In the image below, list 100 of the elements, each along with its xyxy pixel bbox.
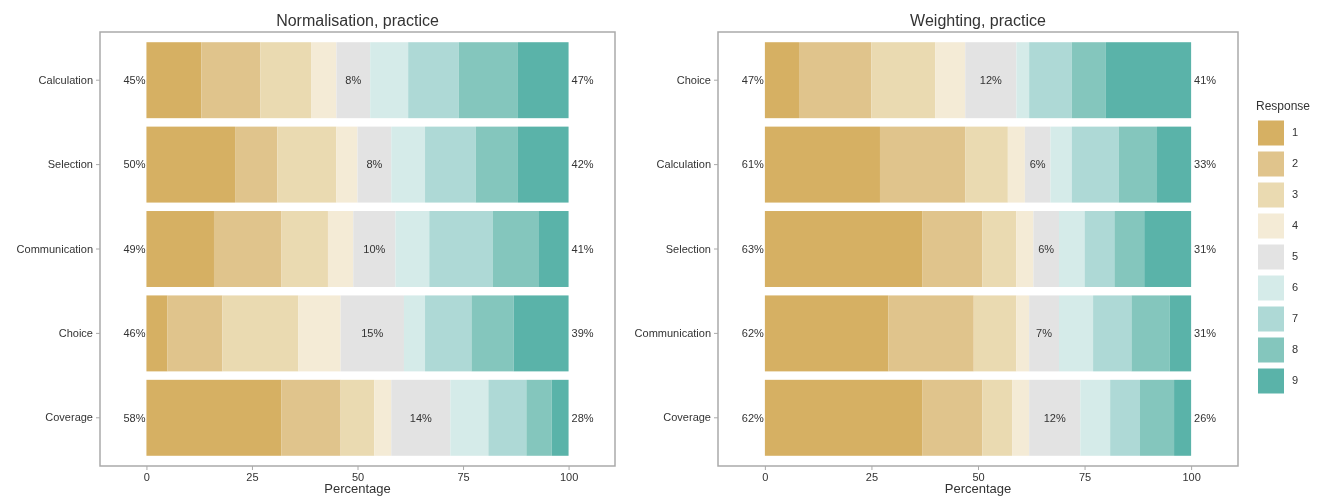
bar [1029,42,1072,119]
annotation: 49% [123,242,146,255]
bar [764,295,889,372]
bar [340,379,375,456]
bar [965,126,1008,203]
x-tick-label: 50 [972,470,985,483]
bar [391,379,451,456]
bar [1029,379,1081,456]
bar [475,126,518,203]
legend-label: 3 [1292,188,1299,201]
bar [764,42,799,119]
bar [1169,295,1192,372]
bar [357,126,392,203]
bar [764,126,880,203]
data-label: 6% [1038,242,1055,255]
bar [1016,211,1034,287]
bar [1024,126,1051,203]
y-tick-label: Communication [16,242,93,255]
annotation: 41% [571,242,594,255]
bar [1084,211,1115,287]
bar [450,379,489,456]
bar [425,126,476,203]
legend-label: 2 [1292,157,1299,170]
bar [1012,379,1030,456]
bar [167,295,223,372]
bar [1105,42,1192,119]
annotation: 61% [741,158,765,171]
bar [922,379,983,456]
bar [336,126,358,203]
data-label: 14% [409,411,433,424]
bar [871,42,936,119]
bar [879,126,966,203]
data-label: 7% [1036,327,1053,340]
x-tick-label: 100 [559,470,579,483]
bar [146,379,282,456]
bar [311,42,337,119]
y-tick-label: Coverage [663,411,711,424]
bar [146,42,202,119]
annotation: 47% [571,74,594,87]
bar [458,42,518,119]
bar [146,211,214,287]
bar [1029,295,1059,372]
data-label: 6% [1029,158,1046,171]
x-axis-title: Percentage [324,481,391,496]
annotation: 28% [571,411,594,424]
bar [353,211,396,287]
bar [395,211,430,287]
annotation: 39% [571,327,594,340]
annotation: 47% [741,74,765,87]
bar [1058,211,1085,287]
data-label: 8% [345,74,362,87]
bar [277,126,337,203]
bar [298,295,341,372]
x-axis-title: Percentage [944,481,1012,496]
x-tick-label: 25 [246,470,259,483]
bar [1007,126,1025,203]
bar [1157,126,1192,203]
bar [526,379,552,456]
bar [1050,126,1072,203]
bar [513,295,569,372]
bar [213,211,282,287]
bar [327,211,354,287]
bar [1093,295,1132,372]
bar [1110,379,1140,456]
bar [370,42,409,119]
bar [1144,211,1192,287]
bar [1118,126,1158,203]
x-tick-label: 0 [762,470,769,483]
bar [1058,295,1094,372]
y-tick-label: Calculation [38,73,93,86]
bar [935,42,966,119]
data-label: 12% [979,74,1003,87]
bar [1071,42,1106,119]
annotation: 62% [741,327,765,340]
annotation: 62% [741,411,765,424]
annotation: 46% [123,327,146,340]
x-tick-label: 75 [457,470,470,483]
annotation: 41% [1194,74,1217,87]
data-label: 10% [363,242,386,255]
bar [260,42,312,119]
legend-title: Response [1256,98,1311,113]
chart-title: Weighting, practice [910,12,1046,29]
bar [340,295,404,372]
bar [1033,211,1059,287]
annotation: 33% [1194,158,1217,171]
legend-label: 4 [1292,219,1299,232]
bar [1080,379,1111,456]
legend-label: 6 [1292,281,1299,294]
data-label: 15% [361,327,384,340]
x-tick-label: 25 [865,470,879,483]
bar [517,42,569,119]
bar [1016,295,1030,372]
annotation: 31% [1194,327,1217,340]
bar [798,42,872,119]
bar [429,211,493,287]
annotation: 63% [741,242,765,255]
bar [551,379,569,456]
x-tick-label: 100 [1182,470,1201,483]
y-tick-label: Communication [634,326,711,339]
bar [336,42,371,119]
